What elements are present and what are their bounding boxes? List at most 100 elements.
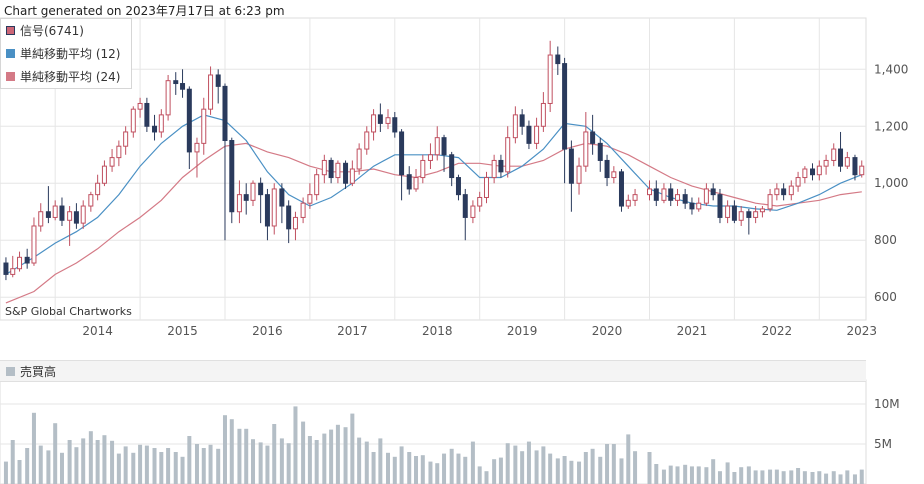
price-y-tick-label: 800: [874, 233, 897, 247]
candle-body: [746, 211, 752, 218]
legend-label-sma24: 単純移動平均 (24): [20, 70, 121, 84]
volume-bar: [456, 453, 461, 484]
volume-bar: [187, 436, 192, 484]
candle-body: [335, 162, 341, 179]
legend-item-sma24[interactable]: 単純移動平均 (24): [1, 65, 131, 88]
volume-bar: [796, 468, 801, 484]
volume-bar: [654, 464, 659, 484]
price-y-tick-label: 1,400: [874, 62, 908, 76]
candle-body: [271, 188, 277, 227]
volume-bar: [492, 459, 497, 484]
candle-body: [767, 194, 773, 210]
volume-bar: [562, 456, 567, 484]
volume-bar: [201, 448, 206, 484]
volume-y-tick-label: 5M: [874, 437, 892, 451]
volume-bar: [301, 421, 306, 484]
candle-body: [703, 188, 709, 204]
volume-bar: [59, 452, 64, 484]
candle-body: [505, 137, 511, 173]
volume-bar: [789, 470, 794, 484]
volume-bar: [110, 440, 115, 484]
legend-item-stock[interactable]: 信号(6741): [1, 19, 131, 42]
price-y-tick-label: 600: [874, 290, 897, 304]
candle-body: [597, 142, 603, 161]
candle-body: [852, 157, 858, 176]
candle-body: [526, 125, 532, 144]
volume-bar: [314, 440, 319, 484]
candle-body: [229, 140, 235, 213]
volume-bar: [229, 419, 234, 484]
volume-bar: [251, 439, 256, 484]
legend-label-stock: 信号(6741): [20, 24, 84, 38]
legend-swatch-stock: [6, 26, 15, 35]
candle-body: [661, 188, 667, 201]
volume-bar: [31, 412, 36, 484]
volume-bar: [116, 453, 121, 484]
candle-body: [243, 194, 249, 201]
candle-body: [385, 117, 391, 124]
candle-body: [328, 159, 334, 179]
candle-body: [186, 88, 192, 153]
volume-bar: [265, 445, 270, 484]
volume-bar: [781, 471, 786, 484]
candle-body: [130, 108, 136, 133]
volume-bar: [428, 461, 433, 484]
volume-bar: [88, 431, 93, 484]
candle-body: [717, 194, 723, 218]
volume-legend: 売買高: [0, 360, 866, 382]
volume-bar: [526, 441, 531, 484]
volume-bar: [683, 464, 688, 484]
candle-body: [250, 182, 256, 201]
candle-body: [31, 225, 37, 264]
candle-body: [441, 137, 447, 156]
candle-body: [802, 168, 808, 179]
volume-bar: [10, 440, 15, 484]
candle-body: [88, 194, 94, 207]
volume-bar: [463, 456, 468, 484]
candle-body: [180, 83, 186, 90]
candle-body: [73, 211, 79, 224]
candle-body: [512, 114, 518, 139]
volume-bar: [350, 413, 355, 484]
volume-bar: [477, 466, 482, 484]
candle-body: [653, 188, 659, 201]
legend-item-volume[interactable]: 売買高: [0, 361, 866, 381]
candle-body: [668, 188, 674, 201]
legend-item-sma12[interactable]: 単純移動平均 (12): [1, 42, 131, 65]
volume-bar: [569, 460, 574, 484]
candle-body: [838, 148, 844, 167]
volume-bar: [386, 452, 391, 484]
candle-body: [590, 131, 596, 144]
volume-bar: [208, 444, 213, 484]
volume-bar: [774, 469, 779, 484]
candle-body: [165, 80, 171, 116]
volume-bar: [216, 448, 221, 484]
candle-body: [483, 177, 489, 198]
volume-bar: [123, 446, 128, 484]
volume-bar: [725, 462, 730, 484]
volume-bar: [307, 436, 312, 484]
volume-bar: [711, 459, 716, 484]
price-legend: 信号(6741) 単純移動平均 (12) 単純移動平均 (24): [0, 18, 132, 89]
candle-body: [3, 262, 9, 275]
candle-body: [810, 168, 816, 176]
candle-body: [258, 182, 264, 196]
x-axis: 2014 2015 2016 2017 2018 2019 2020 2021 2022 2023: [82, 324, 877, 338]
candle-body: [540, 102, 546, 127]
candle-body: [307, 194, 313, 204]
x-tick-label: 2016: [252, 324, 283, 338]
candle-body: [222, 85, 228, 142]
candle-body: [264, 194, 270, 227]
volume-bar: [696, 466, 701, 484]
candle-body: [618, 171, 624, 207]
volume-bar: [470, 441, 475, 484]
volume-bar: [378, 438, 383, 484]
candle-body: [434, 137, 440, 156]
candle-body: [279, 188, 285, 207]
candle-body: [738, 211, 744, 221]
volume-bar: [590, 448, 595, 484]
candle-body: [292, 216, 298, 230]
volume-panel-frame: [0, 379, 867, 484]
volume-bar: [144, 445, 149, 484]
